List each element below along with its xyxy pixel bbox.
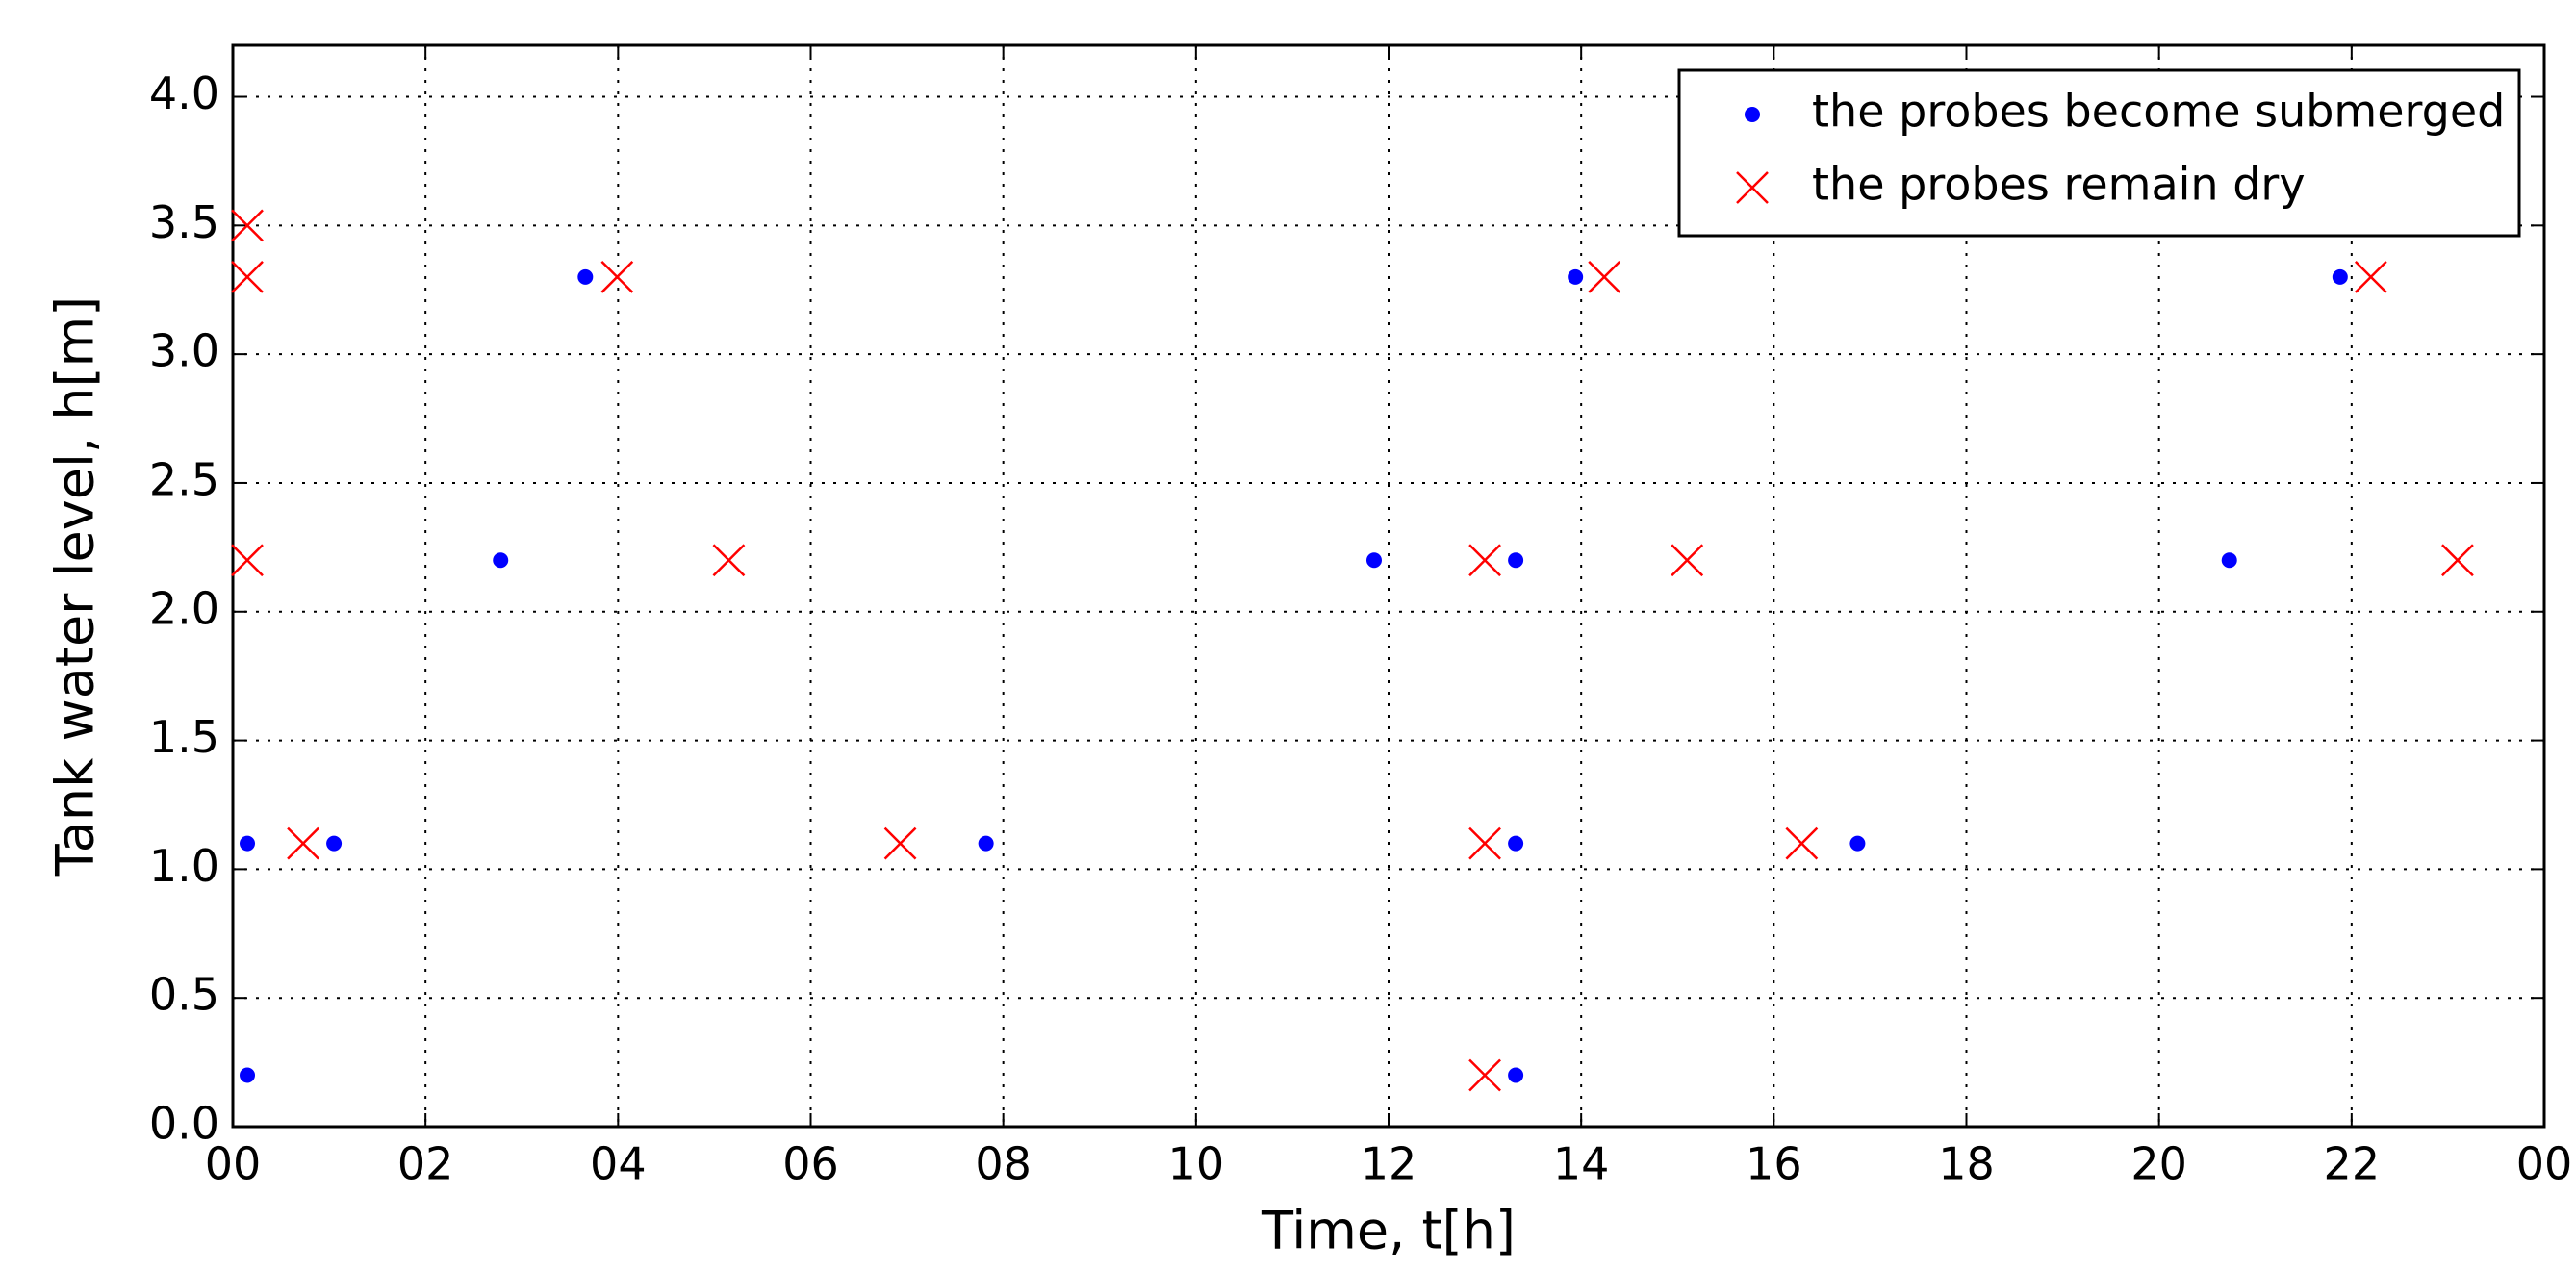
dot-marker [1849,835,1866,852]
x-tick-label: 20 [2130,1138,2187,1190]
dot-marker [978,835,994,852]
y-tick-label: 2.5 [149,453,219,505]
dot-marker [326,835,343,852]
x-marker [231,260,264,293]
x-axis-label: Time, t[h] [1261,1201,1516,1261]
x-tick-label: 10 [1168,1138,1225,1190]
x-marker [1671,544,1704,577]
y-axis-label: Tank water level, h[m] [45,296,106,877]
dot-marker [2221,552,2237,569]
x-tick-label: 16 [1746,1138,1802,1190]
legend-label: the probes become submerged [1812,86,2505,138]
x-tick-label: 00 [2516,1138,2573,1190]
x-marker [1588,260,1621,293]
legend-marker [1736,171,1769,204]
x-tick-label: 02 [397,1138,454,1190]
y-tick-label: 1.0 [149,840,219,892]
dot-marker [577,268,594,285]
x-marker [712,544,746,577]
y-tick-label: 3.5 [149,196,219,248]
dot-marker [493,552,509,569]
plot-frame [231,43,2546,1129]
dot-marker [1508,1067,1524,1083]
x-marker [231,209,264,242]
y-tick-label: 1.5 [149,711,219,763]
legend-label: the probes remain dry [1812,159,2306,211]
dot-marker [240,835,256,852]
y-tick-label: 0.5 [149,969,219,1021]
x-marker [600,260,634,293]
x-marker [1785,826,1819,860]
x-tick-label: 06 [782,1138,839,1190]
x-tick-label: 18 [1938,1138,1995,1190]
x-tick-label: 22 [2324,1138,2381,1190]
dot-marker [240,1067,256,1083]
x-tick-label: 04 [590,1138,647,1190]
dot-marker [2332,268,2348,285]
x-marker [287,826,319,860]
x-marker [2441,544,2474,577]
dot-marker [1568,268,1584,285]
dot-marker [1365,552,1382,569]
x-marker [1468,1058,1501,1092]
x-marker [1468,826,1501,860]
y-tick-label: 2.0 [149,582,219,634]
y-tick-label: 0.0 [149,1098,219,1150]
dot-marker [1508,835,1524,852]
y-tick-label: 4.0 [149,67,219,119]
x-tick-label: 14 [1553,1138,1610,1190]
dot-marker [1508,552,1524,569]
legend-box [1677,68,2521,238]
x-tick-label: 08 [975,1138,1032,1190]
legend-marker [1745,107,1760,122]
x-marker [231,544,264,577]
x-tick-label: 12 [1361,1138,1417,1190]
x-tick-label: 00 [205,1138,262,1190]
x-marker [2354,260,2387,293]
y-tick-label: 3.0 [149,325,219,377]
x-marker [1468,544,1501,577]
x-marker [883,826,917,860]
